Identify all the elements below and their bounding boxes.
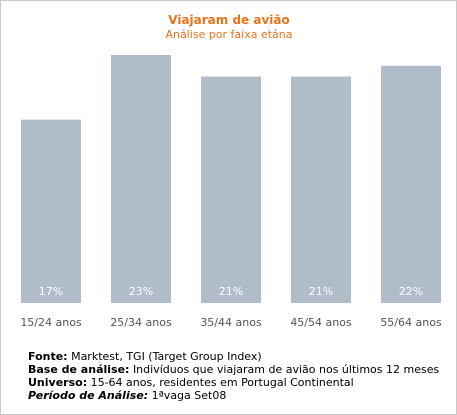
bar-3 xyxy=(201,76,261,303)
chart-notes: Fonte: Marktest, TGI (Target Group Index… xyxy=(28,350,439,402)
bar-value-label-5: 22% xyxy=(399,285,423,298)
universe-text: 15-64 anos, residentes em Portugal Conti… xyxy=(90,376,354,389)
x-tick-label-5: 55/64 anos xyxy=(380,316,442,329)
x-tick-label-2: 25/34 anos xyxy=(110,316,172,329)
x-tick-label-1: 15/24 anos xyxy=(20,316,82,329)
chart-title: Viajaram de avião xyxy=(168,13,289,27)
bar-value-label-2: 23% xyxy=(129,285,153,298)
period-text: 1ªvaga Set08 xyxy=(151,389,227,402)
universe-note: Universo: 15-64 anos, residentes em Port… xyxy=(28,376,439,389)
x-tick-label-3: 35/44 anos xyxy=(200,316,262,329)
x-tick-label-4: 45/54 anos xyxy=(290,316,352,329)
universe-label: Universo: xyxy=(28,376,88,389)
bar-group: 17% 15/24 anos 23% 25/34 anos 21% 35/44 anos 2… xyxy=(20,55,442,329)
bar-value-label-4: 21% xyxy=(309,285,333,298)
source-label: Fonte: xyxy=(28,350,68,363)
bar-5 xyxy=(381,65,441,303)
source-note: Fonte: Marktest, TGI (Target Group Index… xyxy=(28,350,439,363)
source-text: Marktest, TGI (Target Group Index) xyxy=(71,350,262,363)
period-label: Período de Análise: xyxy=(28,389,149,402)
bar-value-label-1: 17% xyxy=(39,285,63,298)
bar-value-label-3: 21% xyxy=(219,285,243,298)
bar-1 xyxy=(21,119,81,304)
base-text: Indivíduos que viajaram de avião nos últ… xyxy=(132,363,440,376)
base-note: Base de análise: Indivíduos que viajaram… xyxy=(28,363,439,376)
base-label: Base de análise: xyxy=(28,363,130,376)
bar-2 xyxy=(111,55,171,303)
bar-4 xyxy=(291,76,351,303)
bar-chart: Viajaram de avião Análise por faixa etán… xyxy=(20,13,442,329)
period-note: Período de Análise: 1ªvaga Set08 xyxy=(28,389,439,402)
chart-subtitle: Análise por faixa etána xyxy=(165,28,292,41)
